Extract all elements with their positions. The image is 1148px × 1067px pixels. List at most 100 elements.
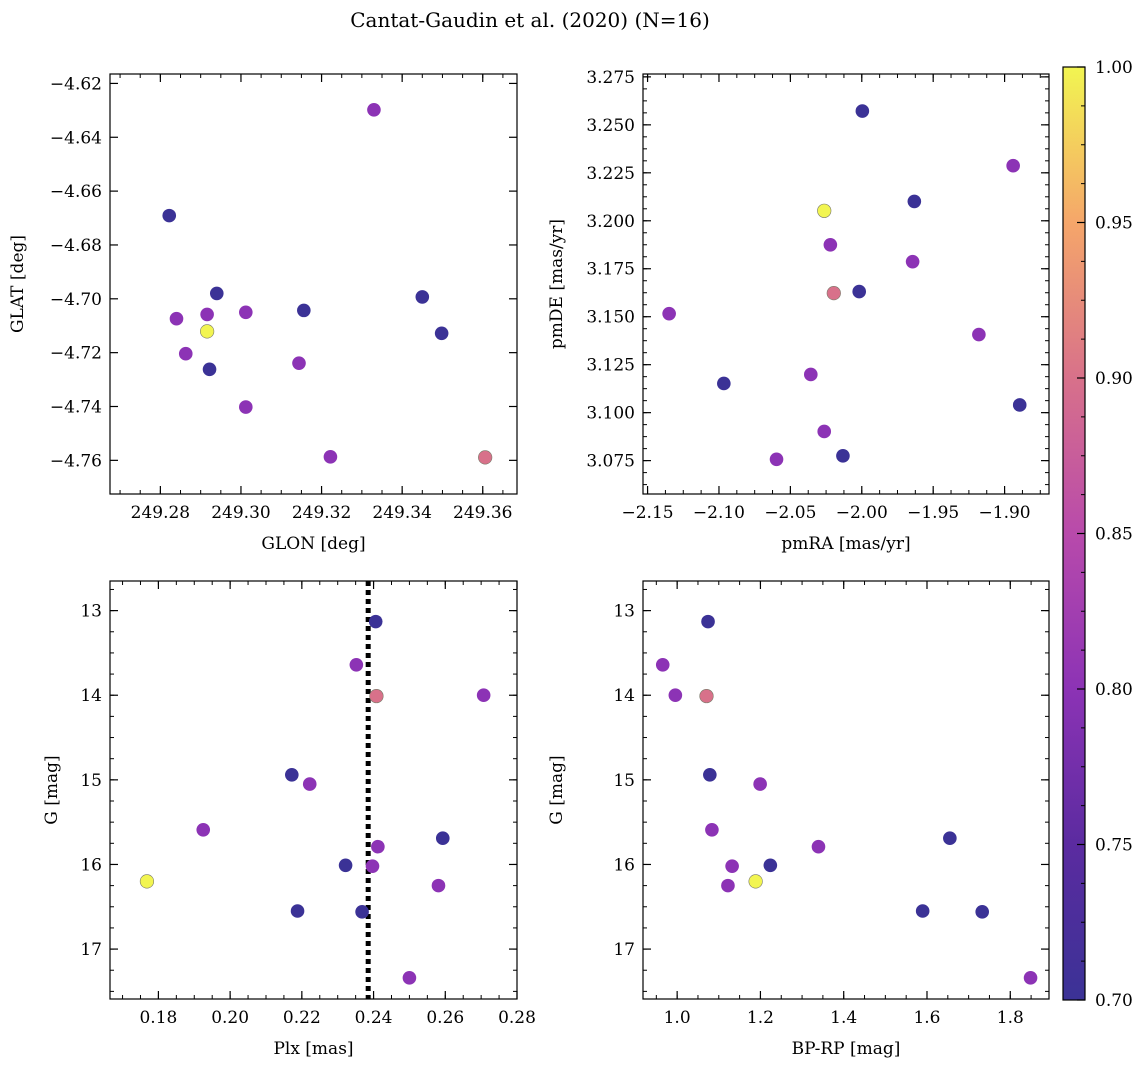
colorbar: 0.70 0.75 0.80 0.85 0.90 0.95 1.00 — [1062, 58, 1133, 1011]
data-point — [365, 859, 380, 873]
data-point — [178, 346, 193, 361]
data-point — [855, 104, 870, 118]
y-tick-label: −4.64 — [50, 128, 102, 148]
x-axis-label: GLON [deg] — [261, 534, 365, 554]
data-point — [367, 103, 381, 117]
panel-2: −2.15 −2.10 −2.05 −2.00 −1.95 −1.90 3.075 3.100… — [547, 68, 1050, 554]
data-point — [811, 839, 826, 854]
x-tick-label: −1.95 — [907, 503, 959, 523]
colorbar-tick-label: 1.00 — [1095, 58, 1133, 78]
axes-frame — [109, 73, 518, 495]
axes-frame — [109, 580, 518, 1000]
x-tick-label: −2.05 — [764, 503, 816, 523]
data-point — [371, 839, 385, 854]
y-axis-label: G [mag] — [547, 755, 567, 824]
x-tick-label: 249.32 — [292, 503, 351, 523]
data-point — [826, 286, 841, 301]
data-point — [763, 858, 778, 873]
y-tick-label: 13 — [80, 602, 102, 622]
panel-1: 249.28 249.30 249.32 249.34 249.36 −4.62 −4.64… — [8, 73, 518, 554]
data-point — [701, 614, 715, 629]
data-point — [239, 305, 253, 320]
data-point — [753, 777, 767, 791]
y-tick-label: 3.175 — [586, 260, 635, 280]
y-axis-label: G [mag] — [42, 755, 62, 824]
data-point — [803, 367, 818, 382]
data-point — [1023, 971, 1038, 985]
axes-frame — [642, 580, 1050, 1000]
y-tick-label: 3.075 — [586, 452, 635, 472]
x-tick-label: 0.24 — [355, 1008, 393, 1028]
y-axis-label: pmDE [mas/yr] — [547, 219, 567, 349]
data-point — [907, 194, 922, 209]
data-point — [705, 822, 719, 837]
x-tick-label: 0.22 — [283, 1008, 321, 1028]
colorbar-tick-label: 0.80 — [1095, 680, 1133, 700]
data-point — [139, 874, 155, 889]
colorbar-tick-label: 0.85 — [1095, 525, 1133, 545]
data-point — [202, 362, 217, 377]
y-tick-label: −4.70 — [50, 290, 102, 310]
colorbar-tick-label: 0.90 — [1095, 369, 1133, 389]
data-point — [478, 450, 493, 465]
figure-title: Cantat-Gaudin et al. (2020) (N=16) — [350, 8, 710, 32]
y-tick-label: 14 — [80, 686, 102, 706]
y-tick-label: 3.125 — [586, 356, 635, 376]
y-tick-label: 3.225 — [586, 164, 635, 184]
data-point — [721, 878, 735, 893]
data-point — [817, 203, 832, 218]
y-tick-label: 13 — [613, 602, 635, 622]
data-point — [703, 767, 717, 782]
y-axis-label: GLAT [deg] — [8, 235, 28, 333]
x-axis-label: BP-RP [mag] — [792, 1039, 901, 1059]
data-point — [435, 831, 450, 846]
data-point — [699, 688, 714, 704]
y-tick-label: 3.275 — [586, 68, 635, 88]
y-tick-label: −4.72 — [50, 344, 102, 364]
x-tick-label: 1.8 — [997, 1008, 1024, 1028]
x-tick-label: 1.4 — [830, 1008, 857, 1028]
colorbar-tick-label: 0.70 — [1095, 991, 1133, 1011]
data-point — [302, 777, 317, 791]
panel-4: 1.0 1.2 1.4 1.6 1.8 13 14 15 16 17 BP-RP [mag] G [m… — [547, 580, 1050, 1059]
x-tick-label: 249.36 — [453, 503, 512, 523]
y-tick-label: −4.62 — [50, 74, 102, 94]
colorbar-tick-label: 0.75 — [1095, 836, 1133, 856]
y-tick-label: −4.74 — [50, 398, 102, 418]
data-point — [748, 874, 763, 889]
data-point — [297, 303, 311, 318]
y-tick-label: 17 — [80, 940, 102, 960]
x-tick-label: −2.15 — [622, 503, 674, 523]
data-point — [655, 657, 670, 672]
data-point — [823, 237, 838, 252]
data-point — [285, 767, 299, 782]
x-tick-label: 249.34 — [372, 503, 431, 523]
data-point — [200, 307, 214, 322]
data-point — [431, 878, 446, 893]
y-tick-label: 15 — [80, 771, 102, 791]
x-tick-label: 0.20 — [211, 1008, 249, 1028]
data-point — [852, 284, 867, 299]
x-axis-label: Plx [mas] — [273, 1039, 353, 1059]
y-tick-label: 3.150 — [586, 308, 635, 328]
data-point — [972, 327, 986, 342]
data-point — [349, 657, 364, 672]
x-tick-label: −1.90 — [979, 503, 1031, 523]
y-tick-label: −4.66 — [50, 182, 102, 202]
data-point — [1012, 398, 1027, 412]
y-tick-label: 17 — [613, 940, 635, 960]
x-tick-label: 249.28 — [131, 503, 190, 523]
data-point — [162, 208, 177, 223]
data-point — [169, 311, 184, 326]
data-point — [975, 905, 990, 919]
data-point — [402, 971, 417, 985]
x-tick-label: 0.18 — [139, 1008, 177, 1028]
data-point — [817, 424, 832, 439]
axes-frame — [642, 73, 1050, 495]
y-tick-label: −4.68 — [50, 236, 102, 256]
data-point — [476, 688, 491, 703]
colorbar-tick-label: 0.95 — [1095, 214, 1133, 234]
x-tick-label: −2.00 — [836, 503, 888, 523]
x-tick-label: −2.10 — [693, 503, 745, 523]
